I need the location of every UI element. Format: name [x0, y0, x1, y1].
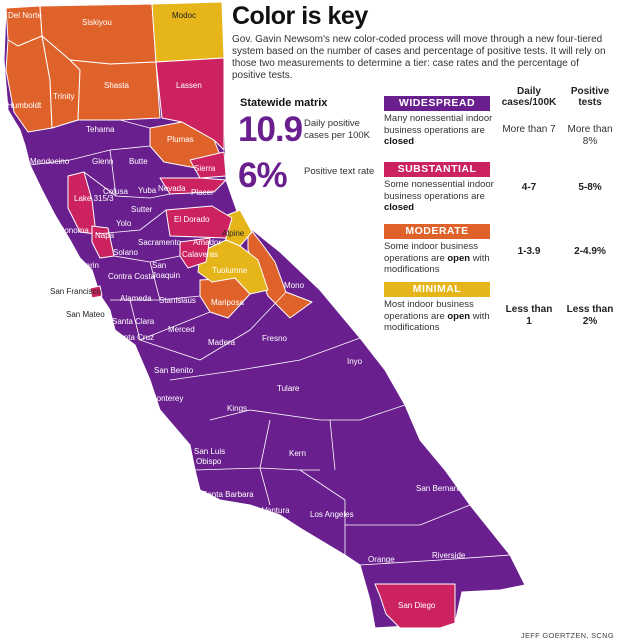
label-shasta: Shasta: [104, 81, 129, 90]
label-alameda: Alameda: [120, 294, 152, 303]
label-merced: Merced: [168, 325, 195, 334]
tier-name: WIDESPREAD: [384, 96, 490, 111]
page-title: Color is key: [232, 2, 368, 30]
county-lassen: [155, 57, 225, 151]
label-sutter: Sutter: [131, 205, 153, 214]
tier-cases: 1-3.9: [517, 246, 541, 257]
label-los-angeles: Los Angeles: [310, 510, 354, 519]
col-head-tests: Positive tests: [570, 86, 610, 108]
credit-line: JEFF GOERTZEN, SCNG: [520, 631, 614, 640]
label-santa-cruz: Santa Cruz: [114, 333, 154, 342]
county-san-diego: [374, 583, 456, 629]
label-siskiyou: Siskiyou: [82, 18, 112, 27]
label-kings: Kings: [227, 404, 247, 413]
tier-name: MODERATE: [384, 224, 490, 239]
label-colusa: Colusa: [103, 187, 128, 196]
label-orange: Orange: [368, 555, 395, 564]
label-santa-clara: Santa Clara: [112, 317, 155, 326]
label-del-norte: Del Norte: [8, 11, 42, 20]
label-butte: Butte: [129, 157, 148, 166]
label-lassen: Lassen: [176, 81, 202, 90]
label-nevada: Nevada: [158, 184, 186, 193]
county-borders: [29, 119, 511, 566]
label-santa-barbara: Santa Barbara: [202, 490, 254, 499]
label-san-francisco: San Francisco: [50, 287, 102, 296]
label-lake: Lake 315/3: [74, 194, 114, 203]
label-humboldt: Humboldt: [7, 101, 42, 110]
label-napa: Napa: [95, 231, 115, 240]
label-yolo: Yolo: [116, 219, 132, 228]
label-san-bernardino: San Bernardino: [416, 484, 472, 493]
county-labels: Del Norte Siskiyou Modoc Humboldt Trinit…: [7, 11, 507, 610]
label-placer: Placer: [191, 188, 214, 197]
label-san-joaquin-2: Joaquin: [152, 271, 180, 280]
label-san-luis-obispo-2: Obispo: [196, 457, 222, 466]
statewide-matrix-title: Statewide matrix: [240, 97, 328, 109]
tier-tests: 5-8%: [578, 182, 602, 193]
county-calaveras: [179, 237, 211, 269]
label-mendocino: Mendocino: [30, 157, 70, 166]
label-riverside: Riverside: [432, 551, 466, 560]
tier-description: Some indoor business operations are open…: [384, 241, 490, 275]
label-contra-costa: Contra Costa: [108, 272, 156, 281]
label-ventura: Ventura: [262, 506, 290, 515]
label-san-benito: San Benito: [154, 366, 194, 375]
tier-name: MINIMAL: [384, 282, 490, 297]
tier-tests: More than 8%: [567, 124, 613, 147]
label-mariposa: Mariposa: [211, 298, 244, 307]
label-sonoma: Sonoma: [59, 226, 89, 235]
label-marin: Marin: [79, 261, 99, 270]
county-san-francisco: [89, 285, 103, 299]
rate-value: 6%: [238, 156, 288, 195]
tier-description: Some nonessential indoor business operat…: [384, 179, 494, 213]
tier-tests: Less than 2%: [566, 304, 614, 327]
label-tuolumne: Tuolumne: [212, 266, 248, 275]
label-amador: Amador: [193, 238, 221, 247]
label-kern: Kern: [289, 449, 306, 458]
cases-label: Daily positive cases per 100K: [304, 118, 371, 141]
label-fresno: Fresno: [262, 334, 287, 343]
col-head-cases: Daily cases/100K: [501, 86, 557, 108]
tier-description: Many nonessential indoor business operat…: [384, 113, 493, 147]
label-monterey: Monterey: [150, 394, 183, 403]
tier-name: SUBSTANTIAL: [384, 162, 490, 177]
label-san-joaquin-1: San: [152, 261, 166, 270]
label-alpine: Alpine: [222, 229, 245, 238]
label-madera: Madera: [208, 338, 236, 347]
county-shasta: [69, 59, 161, 121]
label-el-dorado: El Dorado: [174, 215, 210, 224]
label-imperial: Imperial: [478, 601, 507, 610]
tier-cases: More than 7: [502, 124, 556, 135]
label-stanislaus: Stanislaus: [159, 296, 196, 305]
cases-value: 10.9: [238, 110, 303, 149]
rate-label: Positive text rate: [304, 166, 375, 177]
county-tuolumne: [197, 239, 269, 295]
label-san-luis-obispo-1: San Luis: [194, 447, 225, 456]
label-san-mateo: San Mateo: [66, 310, 105, 319]
label-sacramento: Sacramento: [138, 238, 182, 247]
label-san-diego: San Diego: [398, 601, 436, 610]
label-tulare: Tulare: [277, 384, 300, 393]
tier-tests: 2-4.9%: [574, 246, 606, 257]
tier-cases: 4-7: [521, 182, 537, 193]
label-solano: Solano: [113, 248, 138, 257]
label-yuba: Yuba: [138, 186, 157, 195]
county-nevada: [159, 177, 227, 195]
county-sierra: [189, 151, 227, 179]
label-mono: Mono: [284, 281, 305, 290]
label-plumas: Plumas: [167, 135, 194, 144]
label-inyo: Inyo: [347, 357, 363, 366]
label-glenn: Glenn: [92, 157, 113, 166]
label-calaveras: Calaveras: [182, 250, 218, 259]
label-trinity: Trinity: [53, 92, 74, 101]
label-tehama: Tehama: [86, 125, 115, 134]
intro-text: Gov. Gavin Newsom's new color-coded proc…: [232, 34, 606, 81]
tier-description: Most indoor business operations are open…: [384, 299, 490, 333]
tier-cases: Less than 1: [505, 304, 553, 327]
label-modoc: Modoc: [172, 11, 196, 20]
label-sierra: Sierra: [194, 164, 216, 173]
county-el-dorado: [165, 205, 233, 239]
